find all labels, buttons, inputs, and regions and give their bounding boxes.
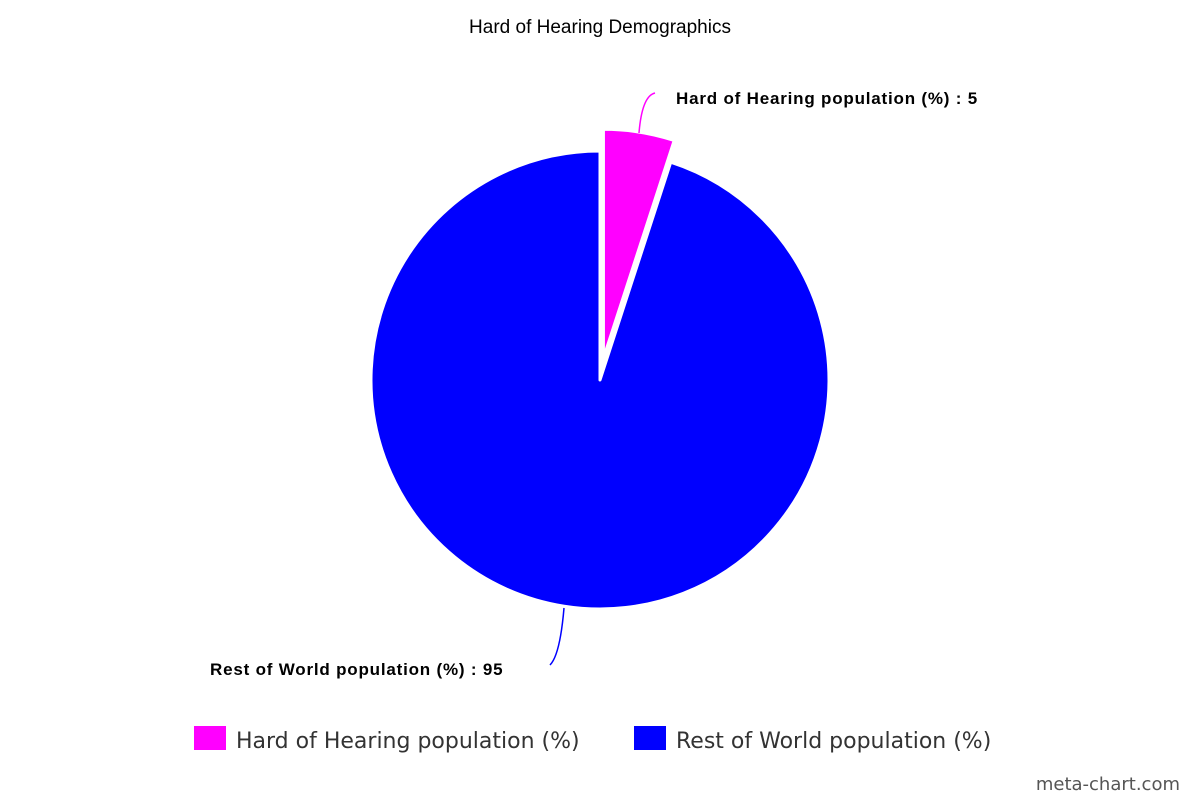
pie-slice-1 <box>369 149 831 611</box>
watermark[interactable]: meta-chart.com <box>1036 774 1180 795</box>
legend-label-hard-of-hearing: Hard of Hearing population (%) <box>236 729 580 754</box>
chart-title: Hard of Hearing Demographics <box>469 17 731 38</box>
legend-label-rest-of-world: Rest of World population (%) <box>676 729 991 754</box>
slice-data-labels: Hard of Hearing population (%) : 5 Rest o… <box>210 89 978 679</box>
leader-line-1 <box>549 607 565 666</box>
legend: Hard of Hearing population (%) Rest of W… <box>194 726 991 754</box>
data-label-0: Hard of Hearing population (%) : 5 <box>676 89 978 108</box>
label-leader-lines <box>549 92 656 666</box>
legend-swatch-rest-of-world <box>634 726 666 750</box>
leader-line-0 <box>638 92 656 134</box>
legend-swatch-hard-of-hearing <box>194 726 226 750</box>
pie-slices <box>369 127 831 611</box>
data-label-1: Rest of World population (%) : 95 <box>210 660 503 679</box>
